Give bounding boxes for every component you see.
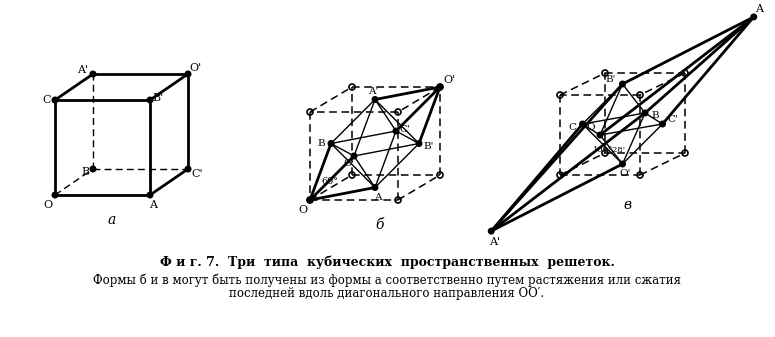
Text: O: O	[43, 200, 53, 210]
Circle shape	[146, 96, 153, 103]
Text: в: в	[623, 198, 631, 212]
Text: C: C	[569, 123, 577, 131]
Text: B: B	[81, 167, 89, 177]
Text: B': B'	[153, 93, 164, 103]
Text: B: B	[317, 139, 325, 148]
Circle shape	[371, 184, 378, 191]
Text: O': O'	[620, 170, 631, 179]
Circle shape	[184, 165, 191, 173]
Circle shape	[487, 227, 494, 235]
Text: C': C'	[191, 169, 203, 179]
Text: A': A'	[368, 87, 378, 96]
Text: O': O'	[443, 75, 455, 85]
Text: A: A	[374, 193, 382, 202]
Circle shape	[619, 81, 626, 88]
Text: A': A'	[78, 65, 88, 75]
Circle shape	[350, 153, 357, 159]
Text: 109°28': 109°28'	[594, 146, 626, 154]
Text: O: O	[298, 205, 308, 215]
Text: B: B	[651, 112, 659, 121]
Circle shape	[306, 196, 314, 204]
Circle shape	[146, 191, 153, 198]
Text: A: A	[149, 200, 157, 210]
Text: C: C	[343, 159, 351, 168]
Text: B': B'	[605, 75, 615, 85]
Text: Ф и г. 7.  Три  типа  кубических  пространственных  решеток.: Ф и г. 7. Три типа кубических пространст…	[160, 255, 615, 269]
Circle shape	[597, 131, 604, 139]
Circle shape	[436, 84, 443, 91]
Circle shape	[89, 165, 97, 173]
Circle shape	[415, 140, 422, 147]
Circle shape	[579, 121, 586, 127]
Text: A: A	[755, 4, 763, 14]
Circle shape	[51, 96, 58, 103]
Text: 60°: 60°	[322, 178, 339, 186]
Text: O: O	[587, 123, 595, 132]
Text: a: a	[108, 213, 116, 227]
Circle shape	[51, 191, 58, 198]
Text: C: C	[43, 95, 51, 105]
Text: A': A'	[489, 237, 500, 247]
Text: C': C'	[667, 115, 678, 123]
Circle shape	[392, 127, 399, 134]
Circle shape	[89, 70, 97, 78]
Circle shape	[659, 121, 666, 127]
Text: C': C'	[400, 124, 411, 133]
Text: б: б	[376, 218, 384, 232]
Text: B': B'	[424, 142, 434, 151]
Text: последней вдоль диагонального направления ОО′.: последней вдоль диагонального направлени…	[229, 287, 545, 301]
Circle shape	[328, 140, 335, 147]
Circle shape	[619, 160, 626, 167]
Circle shape	[642, 110, 649, 117]
Circle shape	[750, 13, 757, 21]
Text: Формы б и в могут быть получены из формы а соответственно путем растяжения или с: Формы б и в могут быть получены из формы…	[93, 273, 681, 287]
Text: O': O'	[190, 63, 202, 73]
Circle shape	[371, 96, 378, 103]
Circle shape	[184, 70, 191, 78]
